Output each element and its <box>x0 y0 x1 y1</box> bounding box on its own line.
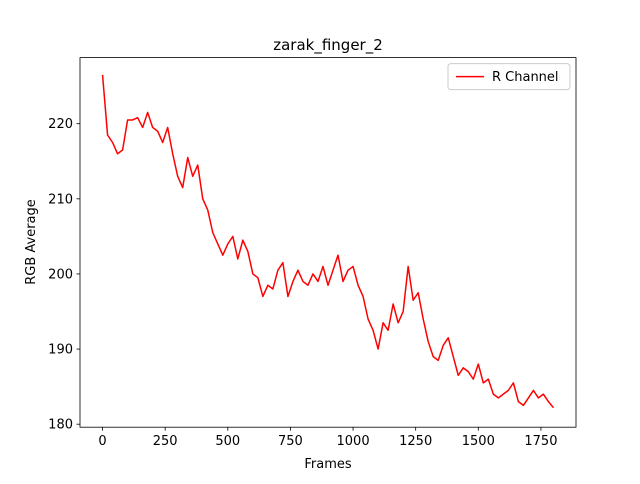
legend-box <box>447 63 571 91</box>
y-axis-label: RGB Average <box>24 199 39 285</box>
y-tick-label: 210 <box>48 192 73 207</box>
y-tick-label: 180 <box>48 418 73 433</box>
x-tick-label: 0 <box>98 434 106 449</box>
x-tick-label: 1500 <box>462 434 495 449</box>
y-tick-label: 220 <box>48 117 73 132</box>
line <box>101 74 555 409</box>
legend-label: R Channel <box>492 70 559 85</box>
chart-title: zarak_finger_2 <box>273 36 383 55</box>
x-tick-label: 1750 <box>524 434 557 449</box>
y-tick-label: 190 <box>48 343 73 358</box>
plot-frame <box>79 57 577 428</box>
x-tick-label: 250 <box>153 434 178 449</box>
x-tick-label: 750 <box>278 434 303 449</box>
x-tick-label: 1000 <box>337 434 370 449</box>
y-tick-label: 200 <box>48 267 73 282</box>
x-tick-label: 500 <box>215 434 240 449</box>
x-axis-label: Frames <box>304 457 352 472</box>
x-tick-label: 1250 <box>399 434 432 449</box>
